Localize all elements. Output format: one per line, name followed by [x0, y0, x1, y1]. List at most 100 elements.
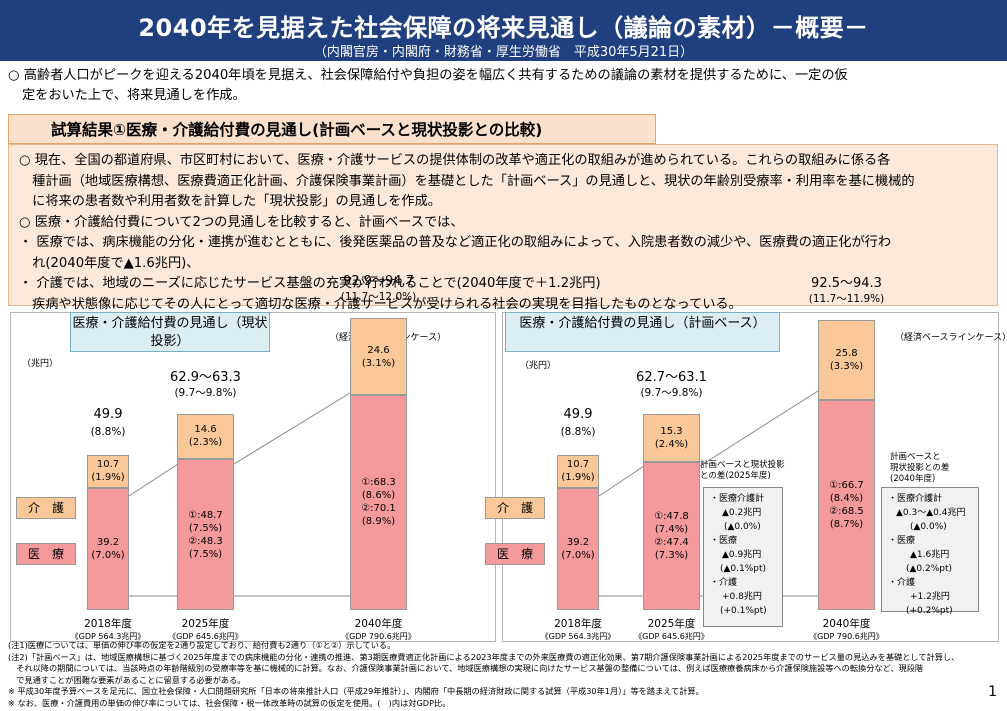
diff-item-pct: (+0.1%pt)	[720, 606, 767, 616]
footnote: ※ 平成30年度予算ベースを足元に、国立社会保障・人口問題研究所「日本の将来推計…	[8, 686, 704, 697]
diff-item-pct: (▲0.0%)	[910, 522, 947, 532]
gdp-label-label: 《GDP 564.3兆円》	[70, 632, 146, 641]
diff-item-value: ▲0.3～▲0.4兆円	[896, 508, 966, 518]
bar-nursing-label: (1.9%)	[561, 472, 595, 484]
bar-total: 62.7～63.1	[603, 366, 740, 385]
diff-box-2040: ・医療介護計 ▲0.3～▲0.4兆円 (▲0.0%) ・医療 ▲1.6兆円 (▲…	[881, 487, 979, 616]
diff-item-label: ・介護	[888, 578, 916, 588]
footnote: ※ なお、医療・介護費用の単価の伸び率については、社会保障・税一体改革時の試算の…	[8, 697, 451, 708]
summary-line: ・ 医療では、病床機能の分化・連携が進むとともに、後発医薬品の普及など適正化の取…	[19, 235, 892, 250]
legend-nursing: 介 護	[16, 497, 76, 519]
gdp-label: 《GDP 790.6兆円》	[797, 631, 897, 642]
bar-nursing: 14.6 (2.3%)	[177, 413, 234, 460]
intro-line-1: ○ 高齢者人口がピークを迎える2040年頃を見据え、社会保障給付や負担の姿を幅広…	[8, 68, 848, 83]
diff-caption-line: 計画ベースと	[890, 452, 941, 462]
bar-total: 92.5～94.3	[778, 272, 915, 291]
summary-line: に将来の患者数や利用者数を計算した「現状投影」の見通しを作成。	[19, 194, 441, 209]
page-subtitle: （内閣官房・内閣府・財務省・厚生労働省 平成30年5月21日）	[313, 45, 694, 60]
bar-medical: ①:48.7 (7.5%) ②:48.3 (7.5%)	[177, 459, 234, 610]
bar-medical-label: ②:47.4	[654, 536, 689, 548]
bar-medical: ①:68.3 (8.6%) ②:70.1 (8.9%)	[350, 394, 407, 610]
year-label: 2040年度	[339, 616, 419, 631]
bar-total-pct: (8.8%)	[47, 426, 169, 438]
diff-item-pct: (▲0.2%pt)	[906, 564, 953, 574]
diff-caption-line: 現状投影との差	[890, 463, 950, 473]
diff-item-value: +1.2兆円	[910, 592, 950, 602]
bar-medical-label: (8.4%)	[829, 492, 864, 504]
bar-total-label: 62.7～63.1	[636, 370, 707, 386]
bar-medical-label: ①:66.7	[829, 479, 864, 491]
summary-line: ○ 現在、全国の都道府県、市区町村において、医療・介護サービスの提供体制の改革や…	[19, 153, 891, 168]
diff-item-pct: (▲0.0%)	[724, 522, 761, 532]
bar-nursing-label: 10.7	[96, 459, 120, 471]
bar-medical-label: (8.7%)	[829, 518, 864, 530]
gdp-label-label: 《GDP 645.6兆円》	[634, 632, 709, 641]
diff-item-pct: (+0.2%pt)	[906, 606, 953, 616]
year-label-label: 2040年度	[354, 618, 403, 630]
chart-title-text: 医療・介護給付費の見通し（現状投影）	[72, 316, 268, 349]
bar-nursing-label: 15.3	[660, 426, 683, 438]
diff-caption-line: (2040年度)	[890, 474, 936, 484]
gdp-label: 《GDP 645.6兆円》	[156, 631, 256, 642]
bar-medical-label: 39.2	[96, 537, 120, 549]
bar-medical-label: (7.5%)	[188, 522, 223, 534]
bar-medical-label: (8.6%)	[361, 490, 396, 502]
bar-nursing: 15.3 (2.4%)	[643, 414, 700, 462]
page-number: 1	[988, 684, 997, 700]
gdp-label: 《GDP 790.6兆円》	[329, 631, 429, 642]
diff-caption-2025: 計画ベースと現状投影 との差(2025年度)	[700, 460, 785, 482]
diff-box-2025: ・医療介護計 ▲0.2兆円 (▲0.0%) ・医療 ▲0.9兆円 (▲0.1%p…	[703, 487, 783, 627]
gdp-label-label: 《GDP 564.3兆円》	[540, 632, 616, 641]
bar-nursing-label: (2.3%)	[188, 437, 223, 449]
bar-nursing: 10.7 (1.9%)	[557, 454, 599, 489]
bar-medical: ①:66.7 (8.4%) ②:68.5 (8.7%)	[818, 399, 875, 610]
summary-line: れ(2040年度で▲1.6兆円)、	[19, 255, 200, 271]
year-label: 2025年度	[632, 616, 712, 631]
bar-medical-label: (7.5%)	[188, 548, 223, 560]
year-label-label: 2018年度	[84, 618, 132, 630]
bar-total-pct-label: (9.7～9.8%)	[174, 386, 237, 399]
diff-item-label: ・医療介護計	[888, 494, 943, 504]
chart-unit-plan: （兆円）	[520, 361, 557, 371]
summary-line: ・ 介護では、地域のニーズに応じたサービス基盤の充実が行われることで(2040年…	[19, 276, 601, 291]
bar-total-pct: (11.7～12.0%)	[310, 289, 447, 304]
intro-text: ○ 高齢者人口がピークを迎える2040年頃を見据え、社会保障給付や負担の姿を幅広…	[8, 66, 998, 106]
bar-total: 62.9～63.3	[137, 366, 274, 385]
chart-title-text: 医療・介護給付費の見通し（計画ベース）	[519, 316, 766, 331]
chart-title-current: 医療・介護給付費の見通し（現状投影）	[70, 312, 270, 352]
bar-medical-label: ②:70.1	[361, 503, 396, 515]
year-label: 2018年度	[68, 616, 148, 631]
bar-nursing-label: 25.8	[835, 347, 858, 359]
bar-total-pct-label: (9.7～9.8%)	[640, 387, 703, 400]
bar-nursing: 24.6 (3.1%)	[350, 318, 407, 395]
footnote: (注1)医療については、単価の伸び率の仮定を2通り設定しており、給付費も2通り（…	[8, 640, 396, 650]
diff-caption-line: 計画ベースと現状投影	[700, 460, 785, 470]
bar-medical: ①:47.8 (7.4%) ②:47.4 (7.3%)	[643, 461, 700, 610]
bar-nursing-label: 14.6	[194, 424, 217, 436]
year-label: 2040年度	[807, 616, 887, 631]
diff-item-label: ・医療	[888, 536, 916, 546]
bar-total-pct-label: (11.7～11.9%)	[808, 292, 885, 305]
bar-total-label: 62.9～63.3	[170, 369, 241, 385]
bar-medical: 39.2 (7.0%)	[557, 488, 599, 610]
diff-item-label: ・医療介護計	[710, 494, 765, 504]
bar-medical-label: ①:47.8	[654, 510, 689, 522]
legend-medical: 医 療	[485, 543, 545, 565]
bar-total-pct: (9.7～9.8%)	[137, 385, 274, 400]
diff-item-value: ▲1.6兆円	[910, 550, 950, 560]
chart-note-plan: （経済ベースラインケース）	[895, 333, 1007, 343]
year-label-label: 2040年度	[822, 618, 871, 630]
diff-item-value: ▲0.9兆円	[722, 550, 762, 560]
diff-caption-line: との差(2025年度)	[700, 471, 771, 481]
bar-total-label: 92.5～94.3	[811, 275, 882, 291]
bar-medical-label: (7.3%)	[654, 549, 689, 561]
intro-line-2: 定をおいた上で、将来見通しを作成。	[22, 88, 246, 103]
diff-caption-2040: 計画ベースと 現状投影との差 (2040年度)	[890, 452, 949, 485]
bar-nursing: 25.8 (3.3%)	[818, 319, 875, 400]
page-title: 2040年を見据えた社会保障の将来見通し（議論の素材）－概要－	[138, 14, 869, 42]
bar-total-label: 49.9	[93, 406, 123, 422]
gdp-label-label: 《GDP 790.6兆円》	[809, 632, 884, 641]
bar-medical-label: ①:48.7	[188, 509, 223, 521]
bar-total-pct: (8.8%)	[517, 426, 639, 438]
diff-item-value: ▲0.2兆円	[722, 508, 762, 518]
